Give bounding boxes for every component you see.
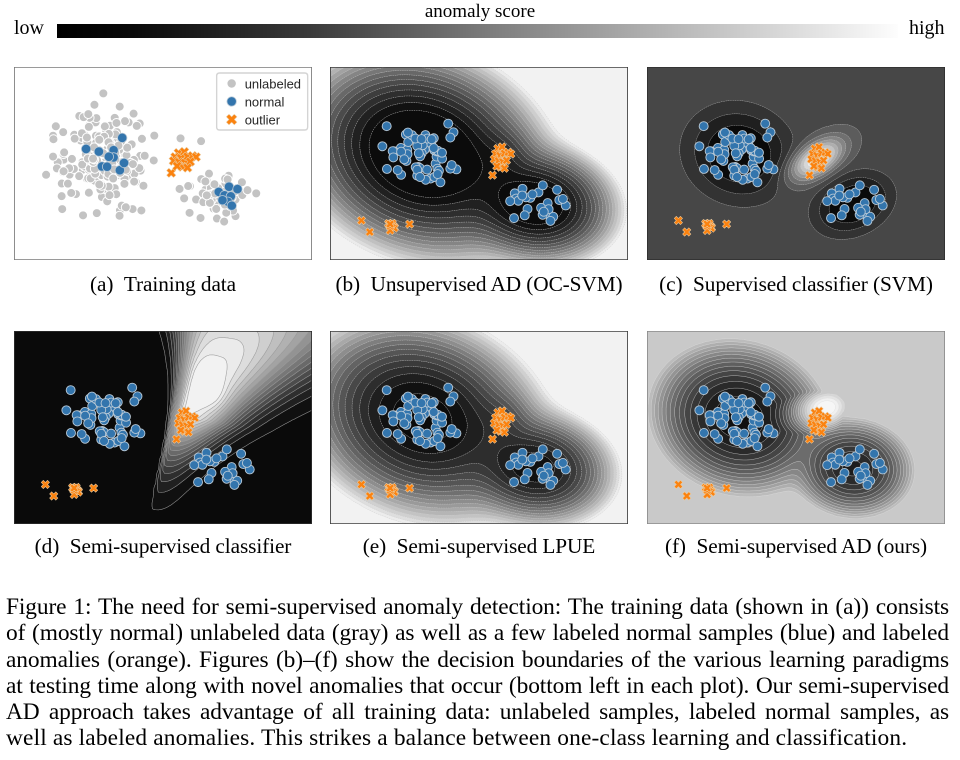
svg-text:unlabeled: unlabeled xyxy=(245,76,301,91)
svg-text:outlier: outlier xyxy=(245,113,281,128)
svg-text:normal: normal xyxy=(245,94,285,109)
